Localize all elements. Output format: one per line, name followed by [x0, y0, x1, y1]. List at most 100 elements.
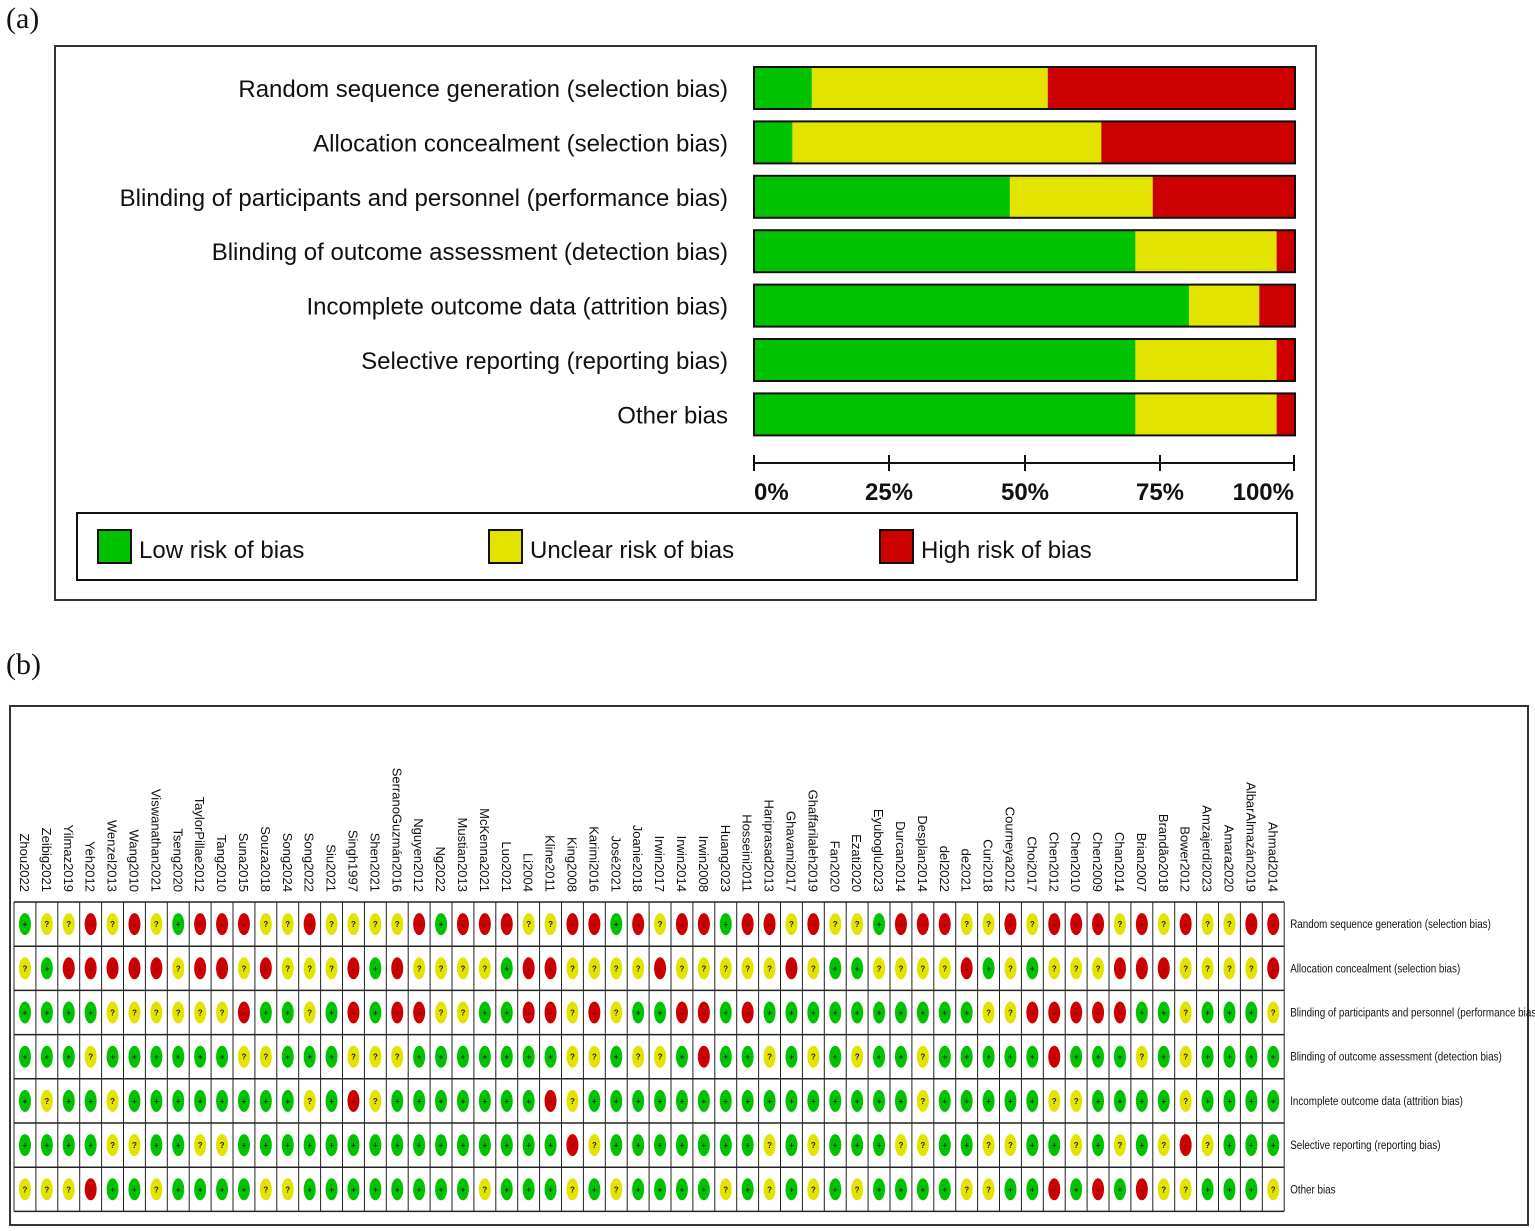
- study-label: Amara2020: [1221, 825, 1236, 892]
- rating-symbol: ?: [1161, 1185, 1166, 1194]
- rating-symbol: ?: [154, 1009, 159, 1018]
- rating-low: [369, 957, 382, 980]
- rating-symbol: ?: [723, 1185, 728, 1194]
- rating-symbol: +: [1271, 1053, 1276, 1062]
- rating-high: [544, 1089, 557, 1112]
- rating-low: [1135, 1134, 1148, 1157]
- rating-symbol: +: [1205, 1185, 1210, 1194]
- rating-symbol: ?: [482, 1185, 487, 1194]
- rating-symbol: +: [877, 1009, 882, 1018]
- rating-symbol: +: [833, 1053, 838, 1062]
- rating-high: [1135, 1178, 1148, 1201]
- rating-low: [894, 1045, 907, 1068]
- study-label: Courneya2012: [1002, 807, 1017, 892]
- rating-symbol: ?: [592, 964, 597, 973]
- rating-unclear: [1070, 1089, 1083, 1112]
- legend-swatch-high: [879, 529, 914, 564]
- rating-low: [500, 1089, 513, 1112]
- rating-symbol: -: [199, 964, 202, 973]
- rating-symbol: +: [45, 964, 50, 973]
- rating-low: [18, 1001, 31, 1024]
- rating-low: [1113, 1178, 1126, 1201]
- bar-outline: [753, 338, 1296, 382]
- rating-symbol: ?: [1052, 1097, 1057, 1106]
- rating-symbol: -: [1053, 1053, 1056, 1062]
- rating-symbol: -: [703, 920, 706, 929]
- rating-low: [1004, 1089, 1017, 1112]
- rating-low: [851, 1089, 864, 1112]
- rating-high: [391, 1001, 404, 1024]
- rating-symbol: +: [417, 1053, 422, 1062]
- rating-high: [1135, 913, 1148, 936]
- study-label: Suna2015: [236, 833, 251, 892]
- rating-low: [500, 957, 513, 980]
- rating-symbol: -: [1097, 920, 1100, 929]
- bar-low: [754, 339, 1136, 381]
- rating-symbol: ?: [1074, 1097, 1079, 1106]
- rating-symbol: -: [462, 920, 465, 929]
- study-label: Choi2017: [1024, 836, 1039, 892]
- rating-symbol: +: [110, 1185, 115, 1194]
- rating-symbol: ?: [1227, 964, 1232, 973]
- rating-low: [478, 1045, 491, 1068]
- rating-symbol: ?: [176, 964, 181, 973]
- rating-low: [522, 1045, 535, 1068]
- study-label: Luo2021: [499, 841, 514, 892]
- rating-low: [610, 1089, 623, 1112]
- rating-symbol: +: [329, 1009, 334, 1018]
- domain-label: Blinding of outcome assessment (detectio…: [1290, 1051, 1502, 1064]
- rating-symbol: ?: [877, 964, 882, 973]
- rating-symbol: -: [1141, 1185, 1144, 1194]
- rating-symbol: +: [1030, 1141, 1035, 1150]
- rating-symbol: +: [745, 1185, 750, 1194]
- rating-high: [84, 957, 97, 980]
- rating-symbol: -: [1053, 920, 1056, 929]
- rating-symbol: ?: [1052, 964, 1057, 973]
- rating-low: [1157, 1089, 1170, 1112]
- study-label: Hosseini2011: [740, 814, 755, 892]
- rating-low: [413, 1089, 426, 1112]
- legend-label: Unclear risk of bias: [530, 537, 734, 564]
- rating-low: [500, 1045, 513, 1068]
- rating-low: [938, 1001, 951, 1024]
- study-label: SerranoGuzmán2016: [389, 768, 404, 892]
- rating-symbol: ?: [1008, 964, 1013, 973]
- rating-unclear: [654, 913, 667, 936]
- rating-unclear: [1223, 913, 1236, 936]
- rating-symbol: +: [198, 1053, 203, 1062]
- rating-unclear: [1267, 1178, 1280, 1201]
- chart-frame: [54, 45, 1317, 601]
- rating-symbol: -: [703, 1053, 706, 1062]
- rating-symbol: -: [900, 920, 903, 929]
- rating-high: [588, 913, 601, 936]
- rating-low: [632, 1001, 645, 1024]
- rating-low: [369, 1001, 382, 1024]
- rating-unclear: [128, 1001, 141, 1024]
- study-label: AlbarAlmazán2019: [1243, 782, 1258, 892]
- rating-high: [128, 957, 141, 980]
- rating-symbol: +: [723, 920, 728, 929]
- rating-symbol: +: [395, 1141, 400, 1150]
- rating-symbol: +: [417, 1185, 422, 1194]
- rating-symbol: ?: [680, 964, 685, 973]
- rating-unclear: [1004, 1001, 1017, 1024]
- rating-low: [500, 1134, 513, 1157]
- rating-symbol: +: [176, 1141, 181, 1150]
- rating-symbol: +: [285, 1141, 290, 1150]
- study-label: Souza2018: [258, 826, 273, 892]
- rating-low: [675, 1089, 688, 1112]
- rating-symbol: +: [789, 1009, 794, 1018]
- rating-low: [216, 1089, 229, 1112]
- rating-unclear: [1201, 1134, 1214, 1157]
- legend-box: [76, 512, 1298, 581]
- bar-unclear: [1188, 284, 1260, 327]
- rating-low: [237, 1089, 250, 1112]
- rating-symbol: ?: [614, 964, 619, 973]
- bar-high: [1276, 393, 1295, 436]
- rating-symbol: +: [964, 1053, 969, 1062]
- rating-symbol: -: [571, 1141, 574, 1150]
- rating-symbol: -: [637, 920, 640, 929]
- rating-symbol: +: [132, 1097, 137, 1106]
- bar-outline: [753, 283, 1296, 328]
- rating-symbol: +: [176, 1053, 181, 1062]
